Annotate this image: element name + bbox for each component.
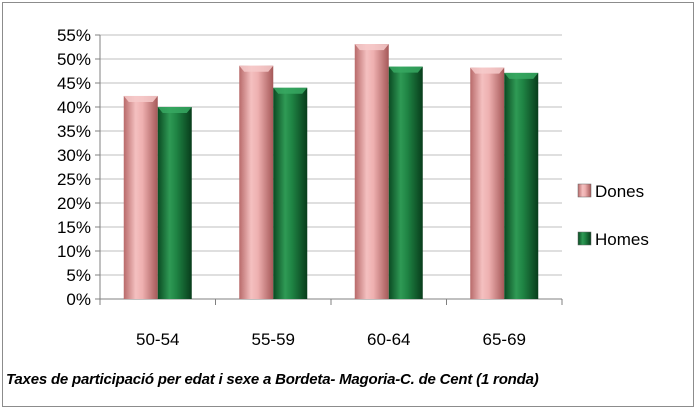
bar-dones-65-69	[470, 67, 505, 299]
bar-cap	[470, 67, 505, 74]
bar-homes-60-64	[388, 66, 423, 300]
legend-label-homes: Homes	[595, 230, 649, 249]
legend-label-dones: Dones	[595, 182, 644, 201]
y-tick-label: 0%	[66, 290, 91, 309]
legend: Dones Homes	[577, 182, 649, 249]
x-tick-label: 55-59	[252, 330, 295, 349]
legend-swatch-homes	[577, 231, 592, 246]
bar-dones-50-54	[123, 95, 158, 300]
x-tick-label: 50-54	[136, 330, 179, 349]
bar-homes-65-69	[504, 72, 539, 299]
bar-cap	[123, 95, 158, 102]
y-tick-label: 50%	[57, 50, 91, 69]
y-tick-label: 5%	[66, 266, 91, 285]
y-tick-label: 45%	[57, 74, 91, 93]
bar-dones-55-59	[239, 65, 274, 299]
y-tick-label: 15%	[57, 218, 91, 237]
bar-cap	[354, 44, 389, 51]
bar-cap	[157, 107, 192, 113]
bar-cap	[388, 66, 423, 73]
chart-caption: Taxes de participació per edat i sexe a …	[6, 371, 539, 388]
y-tick-label: 20%	[57, 194, 91, 213]
y-tick-label: 30%	[57, 146, 91, 165]
y-tick-label: 35%	[57, 122, 91, 141]
y-tick-label: 10%	[57, 242, 91, 261]
y-tick-label: 55%	[57, 26, 91, 45]
x-tick-label: 60-64	[367, 330, 410, 349]
y-tick-label: 40%	[57, 98, 91, 117]
bar-homes-55-59	[273, 87, 308, 299]
bar-cap	[273, 87, 308, 94]
bar-dones-60-64	[354, 44, 389, 300]
bar-homes-50-54	[157, 107, 192, 299]
x-tick-label: 65-69	[483, 330, 526, 349]
tick-labels: 0% 5% 10% 15% 20% 25% 30% 35% 40% 45% 50% 55% 50-54 5…	[57, 26, 526, 349]
bar-cap	[239, 65, 274, 72]
bar-cap	[504, 72, 539, 79]
legend-swatch-dones	[577, 183, 592, 198]
bars	[123, 44, 539, 300]
y-tick-label: 25%	[57, 170, 91, 189]
